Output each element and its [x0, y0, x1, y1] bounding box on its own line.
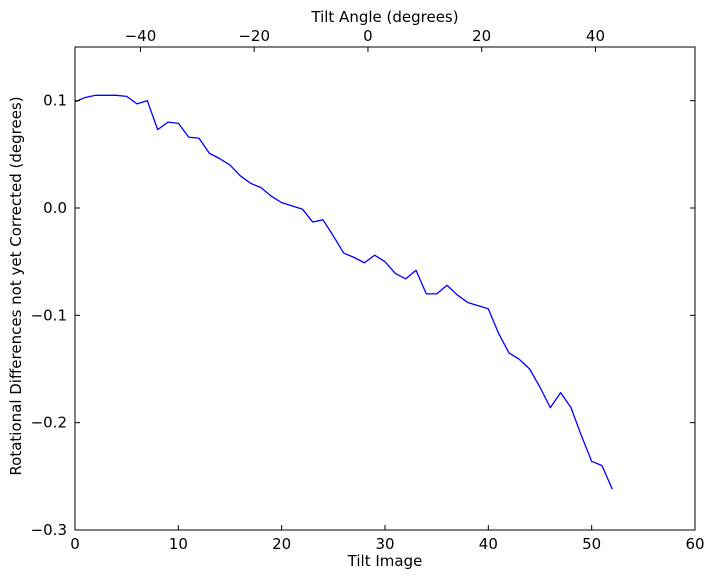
y-tick-label: 0.0 — [43, 199, 67, 217]
top-x-tick-label: 0 — [363, 27, 373, 45]
y-tick-label: −0.1 — [31, 306, 67, 324]
x-tick-label: 60 — [685, 535, 704, 553]
y-axis-title: Rotational Differences not yet Corrected… — [7, 96, 25, 475]
ticks-layer — [74, 47, 696, 531]
x-tick-label: 20 — [272, 535, 291, 553]
top-x-axis-title: Tilt Angle (degrees) — [310, 8, 458, 26]
x-tick-label: 30 — [375, 535, 394, 553]
data-layer — [74, 94, 613, 490]
series-line-0 — [74, 94, 613, 490]
top-x-tick-label: −40 — [125, 27, 157, 45]
top-x-tick-label: 40 — [586, 27, 605, 45]
plot-area — [74, 46, 696, 531]
x-tick-label: 0 — [70, 535, 80, 553]
axes-frame — [74, 46, 696, 531]
y-tick-label: 0.1 — [43, 92, 67, 110]
x-tick-label: 40 — [479, 535, 498, 553]
x-tick-label: 10 — [169, 535, 188, 553]
top-x-tick-label: 20 — [472, 27, 491, 45]
y-tick-label: −0.3 — [31, 521, 67, 539]
labels-layer: 0 10 20 30 40 50 60 −40 −20 0 20 40 −0.3 −0.2 −0.1 0.0 0… — [31, 27, 705, 553]
x-axis-title: Tilt Image — [347, 552, 423, 570]
y-tick-label: −0.2 — [31, 414, 67, 432]
top-x-tick-label: −20 — [238, 27, 270, 45]
x-tick-label: 50 — [582, 535, 601, 553]
